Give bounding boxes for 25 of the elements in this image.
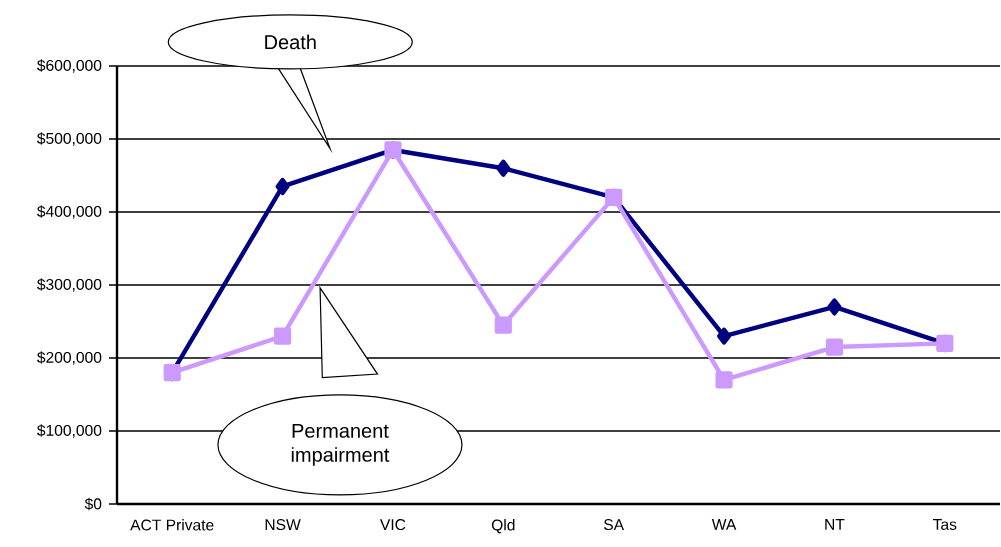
point <box>496 159 511 177</box>
x-tick-label: NSW <box>265 519 301 531</box>
point <box>494 316 512 334</box>
y-tick-label: $500,000 <box>37 132 102 146</box>
x-tick-label: ACT Private <box>130 519 214 531</box>
annotation: Permanent impairment <box>291 423 390 466</box>
text: Death <box>265 34 316 50</box>
point <box>717 327 732 345</box>
x-tick-label: Qld <box>491 519 515 534</box>
point <box>825 338 844 356</box>
y-tick-label: $100,000 <box>37 424 102 438</box>
x-tick-label: VIC <box>380 519 406 531</box>
x-tick-label: Tas <box>933 519 957 530</box>
y-tick-label: $200,000 <box>37 351 102 365</box>
y-tick-label: $600,000 <box>37 59 102 73</box>
point <box>275 177 290 196</box>
x-tick-label: SA <box>604 519 625 531</box>
point <box>273 327 292 345</box>
x-tick-label: WA <box>711 519 737 530</box>
x-tick-label: NT <box>825 519 845 530</box>
point <box>715 371 733 389</box>
y-tick-label: $400,000 <box>37 205 102 219</box>
y-tick-label: $0 <box>84 497 102 511</box>
y-tick-label: $300,000 <box>37 278 102 292</box>
point <box>827 298 842 316</box>
